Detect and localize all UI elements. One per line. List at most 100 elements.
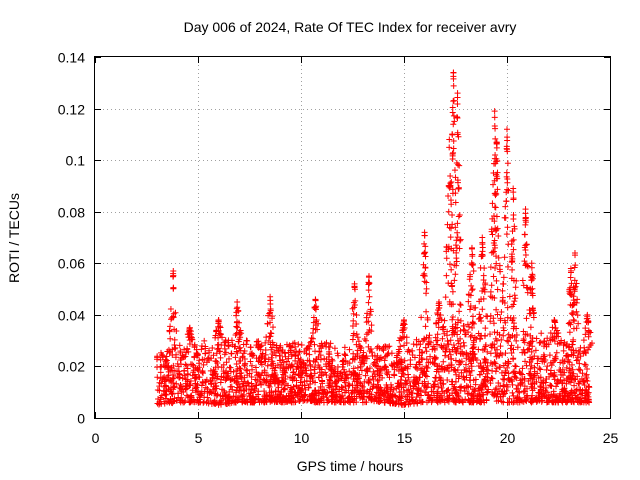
data-point: [450, 97, 457, 104]
data-point: [567, 321, 574, 328]
data-point: [488, 374, 495, 381]
data-point: [296, 348, 303, 355]
data-point: [552, 392, 559, 399]
data-point: [376, 345, 383, 352]
data-point: [472, 304, 479, 311]
data-point: [422, 243, 429, 250]
data-point: [509, 237, 516, 244]
data-point: [529, 271, 536, 278]
data-point: [453, 249, 460, 256]
data-point: [523, 315, 530, 322]
data-point: [273, 398, 280, 405]
data-point: [557, 376, 564, 383]
data-point: [220, 395, 227, 402]
data-point: [181, 346, 188, 353]
data-point: [245, 380, 252, 387]
data-point: [204, 394, 211, 401]
data-point: [532, 396, 539, 403]
data-point: [449, 288, 456, 295]
data-point: [346, 346, 353, 353]
data-point: [502, 369, 509, 376]
data-point: [468, 360, 475, 367]
data-point: [489, 200, 496, 207]
data-point: [410, 341, 417, 348]
data-point: [331, 345, 338, 352]
data-point: [170, 313, 177, 320]
data-point: [537, 395, 544, 402]
data-point: [274, 380, 281, 387]
data-point: [570, 301, 577, 308]
data-point: [504, 160, 511, 167]
data-point: [366, 293, 373, 300]
data-point: [193, 374, 200, 381]
data-point: [481, 355, 488, 362]
data-point: [448, 378, 455, 385]
data-point: [441, 396, 448, 403]
data-point: [296, 390, 303, 397]
data-point: [445, 395, 452, 402]
data-point: [306, 345, 313, 352]
data-point: [396, 337, 403, 344]
data-point: [220, 361, 227, 368]
data-point: [567, 372, 574, 379]
data-point: [468, 245, 475, 252]
data-point: [499, 287, 506, 294]
data-point: [181, 372, 188, 379]
data-point: [487, 264, 494, 271]
data-point: [544, 335, 551, 342]
data-point: [467, 306, 474, 313]
data-point: [210, 352, 217, 359]
data-point: [494, 311, 501, 318]
data-point: [309, 374, 316, 381]
data-point: [529, 355, 536, 362]
data-point: [574, 312, 581, 319]
data-point: [233, 361, 240, 368]
data-point: [509, 381, 516, 388]
data-point: [300, 364, 307, 371]
data-point: [464, 390, 471, 397]
data-point: [363, 366, 370, 373]
data-point: [493, 277, 500, 284]
data-point: [326, 384, 333, 391]
data-point: [234, 304, 241, 311]
data-point: [493, 173, 500, 180]
data-point: [368, 322, 375, 329]
data-point: [550, 359, 557, 366]
data-point: [222, 338, 229, 345]
data-point: [212, 364, 219, 371]
data-point: [492, 264, 499, 271]
data-point: [575, 320, 582, 327]
data-point: [527, 286, 534, 293]
data-point: [375, 363, 382, 370]
data-point: [484, 389, 491, 396]
data-point: [568, 369, 575, 376]
data-point: [536, 365, 543, 372]
data-point: [295, 341, 302, 348]
data-point: [532, 347, 539, 354]
data-point: [450, 98, 457, 105]
data-point: [261, 388, 268, 395]
data-point: [266, 310, 273, 317]
data-point: [450, 75, 457, 82]
data-point: [468, 261, 475, 268]
data-point: [551, 317, 558, 324]
data-point: [482, 383, 489, 390]
data-point: [294, 364, 301, 371]
data-point: [220, 374, 227, 381]
data-point: [393, 385, 400, 392]
data-point: [467, 302, 474, 309]
data-point: [350, 355, 357, 362]
data-point: [482, 341, 489, 348]
data-point: [536, 389, 543, 396]
data-point: [523, 362, 530, 369]
data-point: [449, 323, 456, 330]
data-point: [509, 251, 516, 258]
data-point: [488, 226, 495, 233]
data-point: [174, 360, 181, 367]
data-point: [581, 382, 588, 389]
data-point: [547, 337, 554, 344]
data-point: [582, 397, 589, 404]
data-point: [570, 370, 577, 377]
data-point: [449, 186, 456, 193]
data-point: [357, 394, 364, 401]
